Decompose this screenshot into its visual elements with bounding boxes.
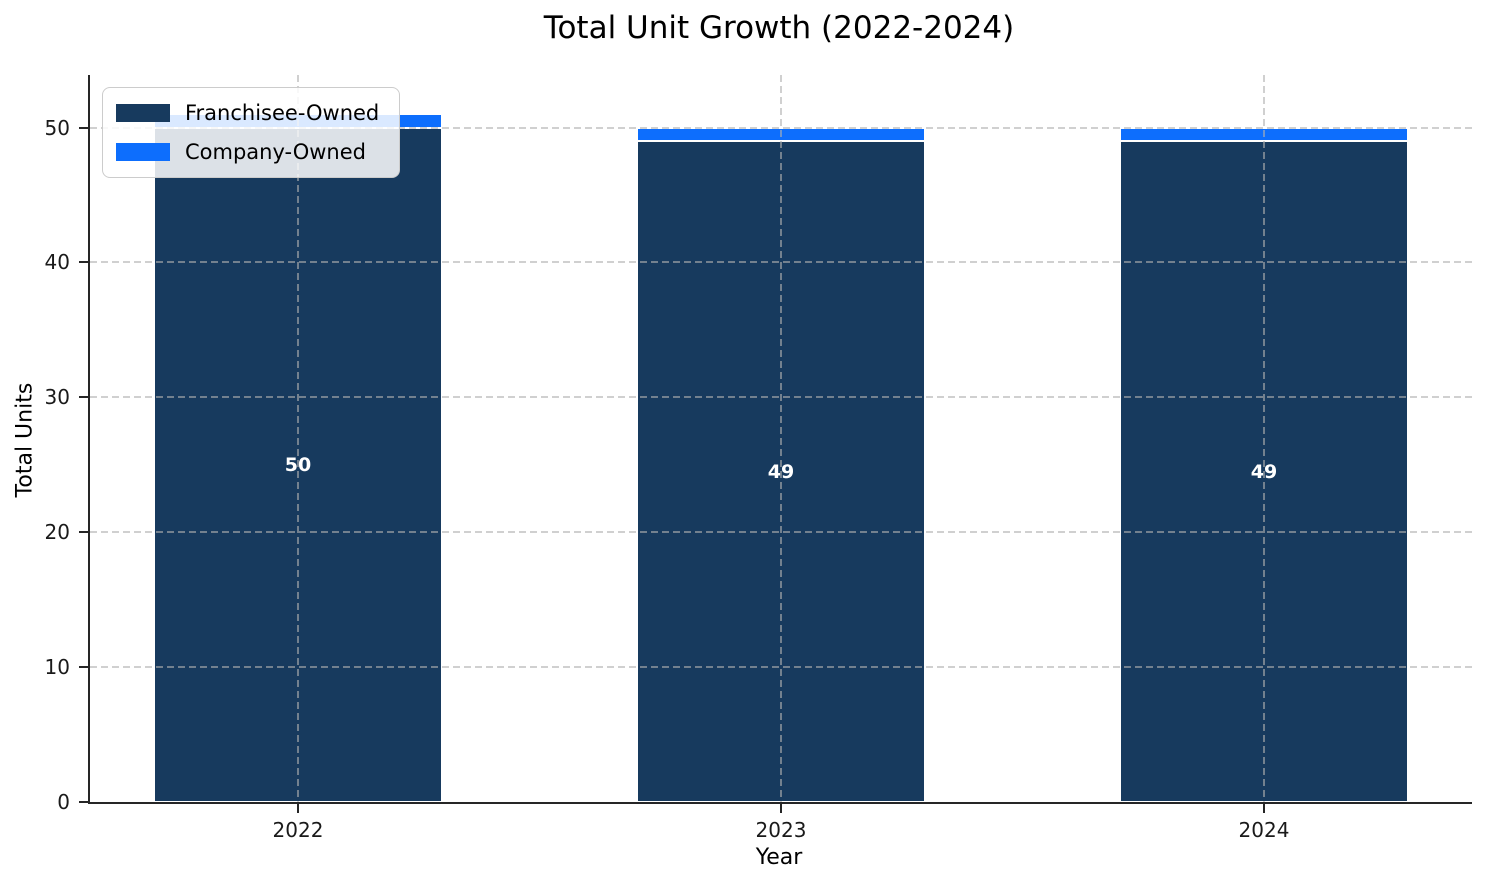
y-tick-mark: [79, 126, 88, 129]
x-tick-label: 2023: [755, 818, 807, 842]
x-tick-label: 2024: [1238, 818, 1290, 842]
legend-label: Franchisee-Owned: [185, 101, 380, 125]
chart-title: Total Unit Growth (2022-2024): [543, 10, 1015, 46]
y-tick-label: 50: [44, 115, 70, 140]
y-tick-label: 0: [57, 790, 70, 814]
bar-value-label: 49: [1250, 460, 1278, 483]
x-tick-mark: [780, 804, 782, 813]
legend-swatch-icon: [116, 104, 170, 122]
y-tick-mark: [79, 531, 88, 534]
y-tick-label: 20: [44, 520, 70, 545]
y-tick-mark: [79, 261, 88, 264]
bar-value-label: 49: [767, 460, 795, 483]
bar-value-label: 50: [284, 453, 312, 476]
x-axis-label: Year: [755, 845, 803, 870]
legend-swatch-icon: [116, 143, 170, 161]
legend-label: Company-Owned: [185, 140, 366, 164]
y-tick-label: 10: [44, 655, 70, 680]
y-tick-mark: [79, 666, 88, 669]
legend: Franchisee-Owned Company-Owned: [102, 87, 401, 178]
x-tick-mark: [297, 804, 299, 813]
x-tick-mark: [1263, 804, 1265, 813]
y-tick-mark: [79, 801, 88, 803]
legend-entry: Company-Owned: [116, 140, 379, 164]
y-tick-label: 40: [44, 250, 70, 275]
y-tick-label: 30: [44, 385, 70, 410]
y-tick-mark: [79, 396, 88, 399]
x-tick-label: 2022: [272, 818, 324, 842]
plot-area: Franchisee-Owned Company-Owned 0 10 20 30 40 5…: [45, 75, 1472, 842]
bar-segment-company-owned: [637, 127, 925, 142]
bar-segment-company-owned: [1120, 127, 1408, 142]
legend-entry: Franchisee-Owned: [116, 101, 379, 125]
